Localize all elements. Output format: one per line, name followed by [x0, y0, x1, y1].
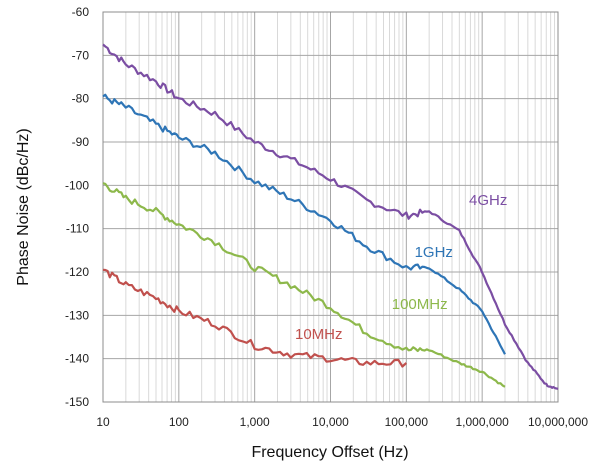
y-tick-label: -60	[72, 5, 90, 19]
x-tick-label: 100	[169, 415, 189, 429]
series-label-100mhz: 100MHz	[392, 296, 448, 313]
y-tick-label: -120	[65, 265, 89, 279]
x-tick-label: 10,000,000	[528, 415, 588, 429]
series-line-1ghz	[102, 93, 506, 355]
y-axis-title: Phase Noise (dBc/Hz)	[15, 128, 32, 285]
series-line-4ghz	[102, 43, 559, 391]
y-tick-labels: -60 -70 -80 -90 -100 -110 -120 -130 -140 -150	[65, 5, 89, 409]
series-line-100mhz	[102, 182, 506, 388]
y-tick-label: -70	[72, 48, 90, 62]
y-tick-label: -100	[65, 178, 89, 192]
plot-area-frame	[102, 11, 559, 403]
x-tick-label: 1,000,000	[455, 415, 509, 429]
series-label-4ghz: 4GHz	[469, 192, 507, 209]
series-line-10mhz	[102, 268, 408, 368]
x-tick-labels: 10 100 1,000 10,000 100,000 1,000,000 10,000,0…	[96, 415, 588, 429]
y-tick-label: -130	[65, 308, 89, 322]
x-tick-label: 100,000	[385, 415, 429, 429]
x-axis-title: Frequency Offset (Hz)	[251, 444, 408, 461]
series-lines	[102, 43, 559, 391]
series-label-1ghz: 1GHz	[415, 244, 453, 261]
y-tick-label: -140	[65, 352, 89, 366]
y-tick-label: -90	[72, 135, 90, 149]
grid	[102, 11, 559, 403]
series-label-10mhz: 10MHz	[295, 326, 343, 343]
series-labels: 4GHz 1GHz 100MHz 10MHz	[295, 192, 507, 343]
x-tick-label: 1,000	[240, 415, 270, 429]
y-tick-label: -110	[66, 222, 89, 236]
y-tick-label: -80	[72, 92, 90, 106]
x-tick-label: 10	[96, 415, 110, 429]
y-tick-label: -150	[65, 395, 89, 409]
x-tick-label: 10,000	[312, 415, 349, 429]
